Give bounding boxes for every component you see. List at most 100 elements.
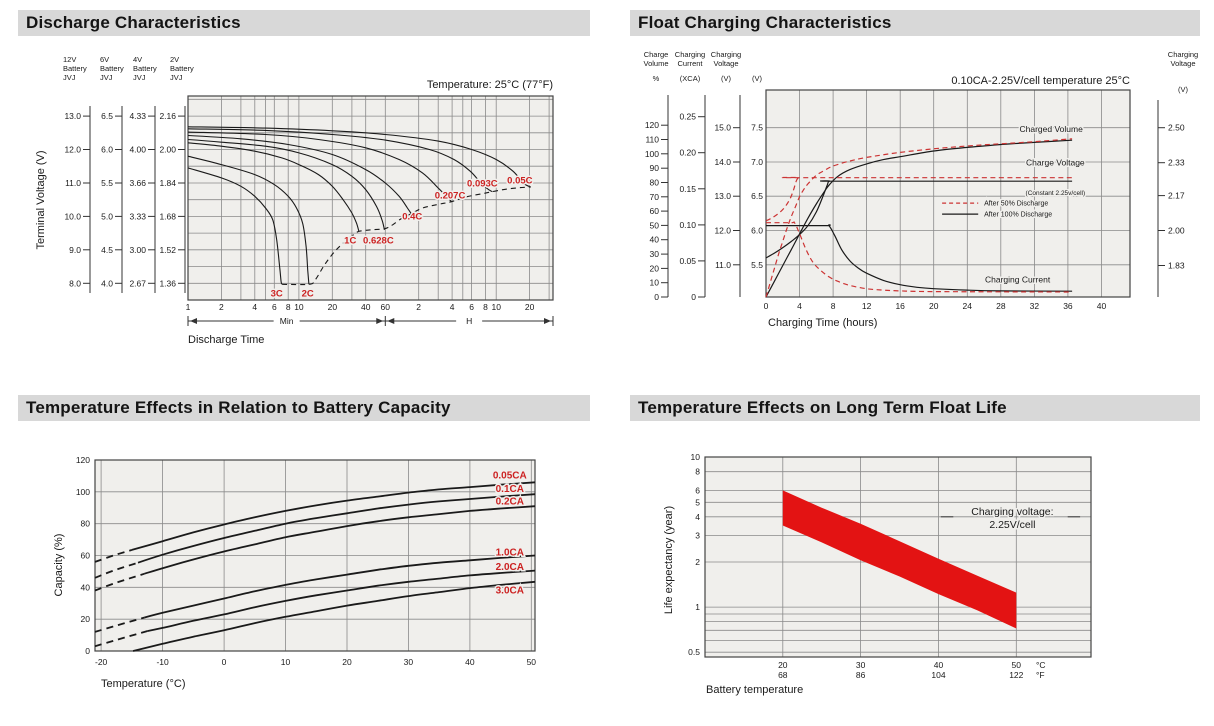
cutoff-voltage-line <box>282 186 531 286</box>
legend-label: After 50% Discharge <box>984 201 1048 208</box>
plot-border <box>704 456 1092 658</box>
scale-tick-label: 2.67 <box>129 278 146 288</box>
x-tick-label: 60 <box>381 302 391 312</box>
curve-label-0.207C: 0.207C <box>435 191 466 202</box>
scale-tick-label: 60 <box>650 206 660 216</box>
y-tick-label: 5 <box>695 497 700 507</box>
series-charging-current-100 <box>766 224 1073 292</box>
scale-tick-label: 50 <box>650 220 660 230</box>
scale-tick-label: 0 <box>654 292 659 302</box>
panel-temp-capacity: Temperature Effects in Relation to Batte… <box>18 395 600 715</box>
scale-header: JVJ <box>170 73 183 82</box>
x-tick-label-c: 20 <box>778 660 788 670</box>
discharge-curve-0.4C <box>187 134 412 215</box>
scale-tick-label: 11.0 <box>65 178 81 188</box>
x-tick-label: 10 <box>491 302 501 312</box>
scale-tick-label: 70 <box>650 192 660 202</box>
x-tick-label: 20 <box>328 302 338 312</box>
float-life-band <box>782 490 1017 629</box>
plot-background <box>188 96 553 300</box>
gridlines <box>766 90 1130 297</box>
scale-tick-label: 0.25 <box>679 112 696 122</box>
capacity-curve-2.0CA <box>147 569 536 632</box>
x-tick-label: 28 <box>996 301 1006 311</box>
scale-tick-label: 0.20 <box>679 148 696 158</box>
discharge-curve-0.05C <box>187 126 531 188</box>
x-tick-label: 6 <box>469 302 474 312</box>
y-tick-label: 0.5 <box>688 647 700 657</box>
scale-tick-label: 120 <box>645 120 659 130</box>
scale-header: Current <box>677 59 703 68</box>
y-tick-label: 1 <box>695 602 700 612</box>
scale-unit: % <box>653 74 660 83</box>
capacity-curve-dash-0.1CA <box>94 561 139 579</box>
scale-header: Volume <box>643 59 668 68</box>
scale-tick-label: 3.33 <box>129 211 146 221</box>
scale-tick-label: 4.0 <box>101 278 113 288</box>
arrowhead-left <box>190 318 197 324</box>
scale-header: JVJ <box>63 73 76 82</box>
capacity-curve-3.0CA <box>132 580 536 652</box>
x-tick-label: 6 <box>272 302 277 312</box>
scale-tick-label: 1.68 <box>159 211 176 221</box>
scale-tick-label: 6.5 <box>751 191 763 201</box>
x-tick-label: 4 <box>797 301 802 311</box>
annotation-line: Charging voltage: <box>971 506 1053 518</box>
scale-tick-label: 13.0 <box>64 111 81 121</box>
scale-tick-label: 6.5 <box>101 111 113 121</box>
curve-label-2C: 2C <box>302 288 314 299</box>
scale-unit: (V) <box>721 74 732 83</box>
scale-header: JVJ <box>133 73 146 82</box>
x-tick-label: 8 <box>286 302 291 312</box>
curve-label-0.628C: 0.628C <box>363 235 394 246</box>
segment-label-bg <box>456 315 483 327</box>
panel-title-discharge: Discharge Characteristics <box>18 10 590 36</box>
scale-tick-label: 1.52 <box>159 245 176 255</box>
x-tick-label-f: 104 <box>931 670 945 680</box>
scale-unit-right: (V) <box>1178 85 1189 94</box>
scale-tick-label: 8.0 <box>69 278 81 288</box>
scale-header-right: Voltage <box>1170 59 1195 68</box>
capacity-curve-1.0CA <box>143 554 536 619</box>
scale-tick-label: 14.0 <box>714 157 731 167</box>
scale-unit: (V) <box>752 74 763 83</box>
y-tick-label: 40 <box>81 582 91 592</box>
panel-title-float-life: Temperature Effects on Long Term Float L… <box>630 395 1200 421</box>
gridlines <box>188 96 553 300</box>
x-tick-label: 1 <box>186 302 191 312</box>
x-axis-title: Charging Time (hours) <box>768 317 877 329</box>
capacity-curve-0.05CA <box>131 481 536 551</box>
curve-label-0.2CA: 0.2CA <box>496 497 524 508</box>
panel-float-life: Temperature Effects on Long Term Float L… <box>630 395 1214 715</box>
y-tick-label: 60 <box>81 551 91 561</box>
x-tick-label-f: 68 <box>778 670 788 680</box>
capacity-curve-0.2CA <box>143 505 536 575</box>
scale-header: Battery <box>133 64 157 73</box>
scale-header: Battery <box>170 64 194 73</box>
x-tick-label: 16 <box>895 301 905 311</box>
discharge-curve-0.628C <box>187 138 386 230</box>
series-charge-voltage-100 <box>765 180 1073 259</box>
panel-discharge: Discharge Characteristics 3C 2C 1C 0.628C 0.… <box>18 10 600 360</box>
annotation-line: 2.25V/cell <box>989 519 1035 531</box>
x-tick-label: 8 <box>483 302 488 312</box>
x-tick-label: 40 <box>361 302 371 312</box>
x-tick-label: 50 <box>527 657 537 667</box>
arrowhead-right <box>544 318 551 324</box>
curve-label-0.4C: 0.4C <box>402 211 422 222</box>
x-tick-label: 0 <box>222 657 227 667</box>
x-tick-label-c: 50 <box>1012 660 1022 670</box>
capacity-curve-dash-0.2CA <box>94 572 145 592</box>
arrowhead-right <box>376 318 384 324</box>
float-life-chart: Charging voltage:2.25V/cell1086543210.52… <box>663 452 1092 696</box>
curve-label-0.05C: 0.05C <box>507 175 532 186</box>
legend-label: After 100% Discharge <box>984 212 1052 219</box>
scale-tick-label-right: 2.17 <box>1168 191 1185 201</box>
x-unit-fahrenheit: °F <box>1036 670 1045 680</box>
x-tick-label: -20 <box>95 657 108 667</box>
x-tick-label: 12 <box>862 301 872 311</box>
scale-tick-label: 11.0 <box>715 260 731 270</box>
x-tick-label: 40 <box>465 657 475 667</box>
y-tick-label: 120 <box>76 455 90 465</box>
